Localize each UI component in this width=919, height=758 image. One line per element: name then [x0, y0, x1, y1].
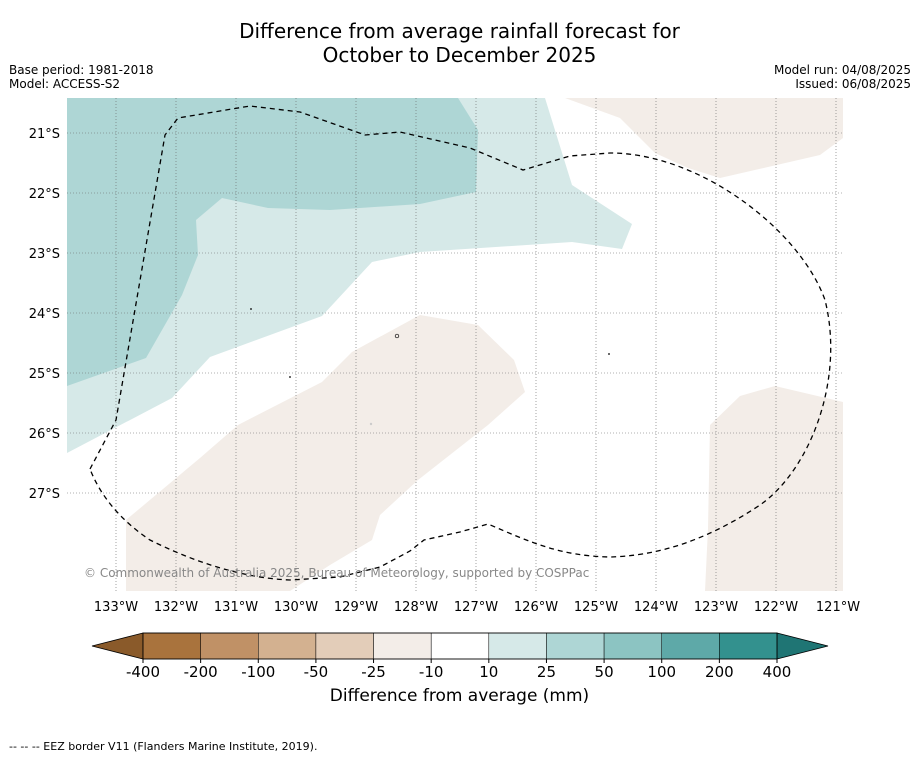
- colorbar-tick-label: -100: [241, 663, 275, 681]
- colorbar-cell: [258, 632, 317, 660]
- colorbar-cell: [373, 632, 432, 660]
- region-mid-teal: [67, 98, 478, 386]
- island-markers: [250, 308, 610, 426]
- title-line-1: Difference from average rainfall forecas…: [239, 19, 680, 43]
- colorbar-tick-label: 10: [479, 663, 498, 681]
- lat-label: 27°S: [29, 487, 60, 502]
- lon-labels: 133°W 132°W 131°W 130°W 129°W 128°W 127°…: [94, 600, 860, 615]
- model-run: Model run: 04/08/2025: [773, 63, 911, 77]
- lon-label: 129°W: [334, 600, 378, 615]
- copyright-notice: © Commonwealth of Australia 2025, Bureau…: [84, 566, 589, 580]
- colorbar-cell: [200, 632, 259, 660]
- colorbar-tick-label: 400: [763, 663, 792, 681]
- lat-label: 25°S: [29, 367, 60, 382]
- colorbar-frame: [142, 632, 778, 660]
- colorbar-cell: [661, 632, 720, 660]
- colorbar-tick-label: -50: [304, 663, 329, 681]
- lon-label: 122°W: [754, 600, 798, 615]
- region-light-brown-center: [126, 315, 525, 591]
- lon-label: 127°W: [454, 600, 498, 615]
- lon-label: 128°W: [394, 600, 438, 615]
- colorbar-cell: [315, 632, 374, 660]
- lat-label: 22°S: [29, 187, 60, 202]
- lon-gridlines: [115, 98, 837, 591]
- colorbar-over-arrow: [776, 632, 829, 660]
- model-name: Model: ACCESS-S2: [9, 77, 121, 91]
- colorbar-title: Difference from average (mm): [329, 686, 590, 706]
- lon-label: 124°W: [634, 600, 678, 615]
- colorbar-tick-label: 100: [647, 663, 676, 681]
- issued-date: Issued: 06/08/2025: [795, 77, 911, 91]
- eez-border: [89, 105, 832, 581]
- colorbar-tick-label: -10: [419, 663, 444, 681]
- lon-label: 130°W: [274, 600, 318, 615]
- lon-label: 125°W: [574, 600, 618, 615]
- colorbar: -400 -200 -100 -50 -25 -10 10 25 50 100 200 400: [91, 632, 829, 681]
- colorbar-cell: [142, 632, 201, 660]
- lat-label: 23°S: [29, 247, 60, 262]
- colorbar-tick-label: -25: [361, 663, 386, 681]
- lat-label: 26°S: [29, 427, 60, 442]
- colorbar-tick-label: -200: [184, 663, 218, 681]
- lon-label: 133°W: [94, 600, 138, 615]
- lon-label: 132°W: [154, 600, 198, 615]
- lon-label: 123°W: [694, 600, 738, 615]
- base-period: Base period: 1981-2018: [9, 63, 154, 77]
- colorbar-cell: [546, 632, 605, 660]
- lat-gridlines: [67, 132, 843, 494]
- region-light-brown-northeast: [565, 98, 843, 178]
- lon-label: 121°W: [816, 600, 860, 615]
- colorbar-cell: [719, 632, 778, 660]
- colorbar-cell: [430, 632, 490, 660]
- colorbar-tick-label: 200: [705, 663, 734, 681]
- meta-left: Base period: 1981-2018 Model: ACCESS-S2: [9, 63, 154, 91]
- meta-right: Model run: 04/08/2025 Issued: 06/08/2025: [774, 63, 911, 91]
- lat-label: 21°S: [29, 127, 60, 142]
- title-line-2: October to December 2025: [322, 43, 597, 67]
- colorbar-tick-label: 50: [595, 663, 614, 681]
- lon-label: 131°W: [214, 600, 258, 615]
- colorbar-tick-label: 25: [537, 663, 556, 681]
- colorbar-cell: [488, 632, 547, 660]
- lon-label: 126°W: [514, 600, 558, 615]
- eez-legend-note: -- -- -- EEZ border V11 (Flanders Marine…: [9, 740, 318, 753]
- region-light-brown-southeast: [705, 386, 843, 591]
- colorbar-under-arrow: [91, 632, 144, 660]
- lat-labels: 21°S 22°S 23°S 24°S 25°S 26°S 27°S: [29, 127, 60, 502]
- colorbar-cell: [603, 632, 662, 660]
- rainfall-anomaly-field: [67, 98, 843, 591]
- lat-label: 24°S: [29, 307, 60, 322]
- colorbar-tick-label: -400: [126, 663, 160, 681]
